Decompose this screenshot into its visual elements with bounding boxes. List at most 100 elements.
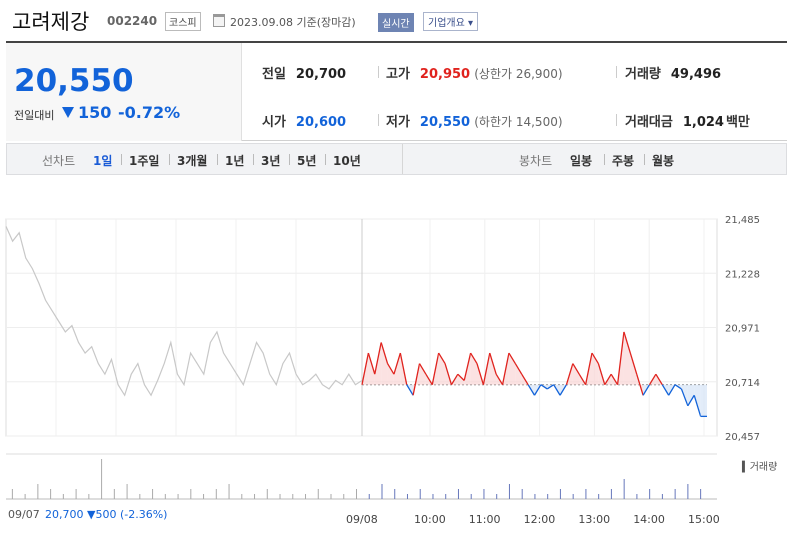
down-arrow-icon	[62, 107, 74, 118]
price-line-segment	[463, 352, 472, 381]
price-line-segment	[546, 384, 555, 390]
price-area-segment	[643, 384, 650, 396]
day-high-label: 고가	[386, 67, 410, 82]
price-line-segment	[444, 363, 453, 385]
price-line-segment	[431, 352, 440, 385]
price-area-segment	[560, 384, 567, 396]
x-tick-label: 13:00	[578, 513, 610, 526]
price-line-segment	[527, 384, 536, 396]
price-line-segment	[642, 384, 651, 396]
divider	[169, 154, 170, 165]
chart-period-tabs: 선차트 1일 1주일 3개월 1년 3년 5년 10년 봉차트 일봉 주봉 월봉	[6, 143, 787, 175]
price-area-segment	[489, 353, 497, 385]
trade-amount-value: 1,024	[682, 115, 724, 130]
prev-day-price-line	[5, 226, 363, 397]
tab-3month[interactable]: 3개월	[177, 154, 208, 168]
candle-chart-label: 봉차트	[519, 154, 553, 168]
company-info-dropdown[interactable]: 기업개요 ▾	[423, 12, 478, 31]
price-area-segment	[419, 363, 426, 385]
divider	[402, 144, 403, 174]
day-high-value: 20,950	[419, 67, 471, 82]
market-badge: 코스피	[165, 12, 201, 31]
price-line-segment	[674, 384, 682, 390]
price-line-segment	[610, 373, 619, 386]
price-area-segment	[675, 384, 682, 389]
price-line-segment	[521, 373, 529, 386]
price-area-segment	[592, 353, 599, 385]
divider	[121, 154, 122, 165]
price-line-segment	[572, 363, 580, 375]
price-area-segment	[687, 384, 695, 406]
price-line-segment	[565, 363, 574, 385]
y-tick-label: 21,228	[725, 269, 760, 280]
price-area-segment	[515, 363, 522, 385]
stock-header: 고려제강 002240 코스피 2023.09.08 기준(장마감) 실시간 기…	[0, 0, 787, 40]
price-area-segment	[393, 353, 401, 385]
price-line-segment	[508, 352, 516, 364]
price-line-segment	[616, 331, 625, 385]
price-line-segment	[470, 352, 478, 364]
tab-monthly-candle[interactable]: 월봉	[652, 154, 675, 168]
day-low-value: 20,550	[419, 115, 471, 130]
upper-limit: (상한가 26,900)	[474, 67, 563, 81]
price-line-segment	[450, 373, 459, 386]
prev-day-summary: 20,700 ▼500 (-2.36%)	[45, 508, 167, 521]
tab-1day[interactable]: 1일	[93, 154, 113, 168]
price-line-segment	[623, 331, 631, 354]
realtime-button[interactable]: 실시간	[378, 13, 414, 32]
trade-amount: 거래대금 1,024 백만	[625, 111, 750, 130]
divider	[253, 154, 254, 165]
price-line-segment	[597, 363, 606, 385]
price-line-segment	[540, 384, 548, 390]
price-area-segment	[572, 363, 580, 385]
price-line-segment	[687, 394, 695, 407]
price-chart[interactable]: 21,485 21,228 20,971 20,714 20,457 09/08 10:00…	[0, 176, 787, 540]
tab-5year[interactable]: 5년	[297, 154, 317, 168]
tab-3year[interactable]: 3년	[261, 154, 281, 168]
divider	[616, 66, 617, 78]
price-summary: 20,550 전일대비 150 -0.72% 전일 20,700 고가 20,950…	[6, 41, 787, 141]
prev-day-date: 09/07	[8, 508, 40, 521]
price-line-segment	[501, 352, 510, 385]
price-line-segment	[412, 363, 421, 396]
lower-limit: (하한가 14,500)	[474, 115, 563, 129]
x-tick-label: 11:00	[469, 513, 501, 526]
stock-name: 고려제강	[12, 10, 90, 34]
price-line-segment	[476, 363, 485, 385]
line-chart-label: 선차트	[42, 154, 76, 168]
volume-value: 49,496	[670, 67, 722, 82]
price-line-segment	[680, 388, 689, 407]
price-line-segment	[578, 373, 587, 386]
day-low-label: 저가	[386, 115, 410, 130]
price-area-segment	[623, 331, 631, 385]
tab-1week[interactable]: 1주일	[129, 154, 160, 168]
change-value: 150	[78, 103, 112, 122]
prev-close-label: 전일	[262, 67, 286, 82]
price-line-segment	[374, 342, 382, 375]
tab-1year[interactable]: 1년	[225, 154, 245, 168]
change-percent: -0.72%	[118, 103, 181, 122]
y-tick-label: 21,485	[725, 215, 760, 226]
x-tick-label: 12:00	[524, 513, 556, 526]
tab-daily-candle[interactable]: 일봉	[570, 154, 593, 168]
divider	[289, 154, 290, 165]
open-price-label: 시가	[262, 115, 286, 130]
price-line-segment	[380, 342, 389, 364]
current-price-box: 20,550 전일대비 150 -0.72%	[6, 43, 242, 141]
price-line-segment	[514, 363, 523, 375]
calendar-icon	[213, 14, 225, 27]
open-price-value: 20,600	[295, 115, 347, 130]
divider	[378, 66, 379, 78]
volume-label: 거래량	[625, 67, 661, 82]
price-line-segment	[438, 352, 446, 364]
price-area-segment	[662, 384, 669, 396]
price-line-segment	[406, 384, 414, 396]
tab-10year[interactable]: 10년	[333, 154, 361, 168]
price-line-segment	[553, 384, 561, 396]
day-high: 고가 20,950 (상한가 26,900)	[386, 63, 563, 82]
divider	[325, 154, 326, 165]
tab-weekly-candle[interactable]: 주봉	[612, 154, 635, 168]
price-line-segment	[457, 373, 465, 381]
price-line-segment	[386, 363, 395, 375]
reference-date: 2023.09.08 기준(장마감)	[230, 16, 356, 29]
